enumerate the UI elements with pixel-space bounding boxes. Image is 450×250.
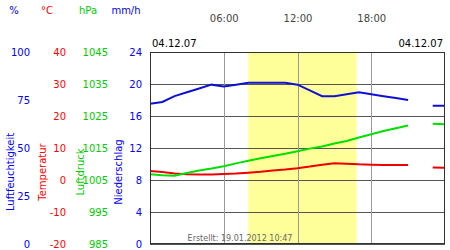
series-line — [150, 83, 445, 106]
grid-line-y — [150, 148, 445, 149]
y-tick: 1035 — [83, 79, 108, 90]
y-axis: -20 -10 0 10 20 30 40 — [50, 47, 67, 250]
y-tick-label: 20 — [129, 79, 142, 90]
grid — [150, 52, 445, 245]
y-tick-label: 995 — [89, 207, 108, 218]
y-axis-domain — [30, 53, 31, 245]
y-tick: 40 — [53, 47, 66, 58]
y-axis: 0 4 8 12 16 20 24 — [129, 47, 142, 250]
y-tick: 20 — [53, 111, 66, 122]
y-tick-label: 50 — [17, 143, 30, 154]
y-tick-label: 20 — [53, 111, 66, 122]
y-tick-label: 8 — [136, 175, 142, 186]
grid-line-y — [150, 180, 445, 181]
y-axis-title: Luftfeuchtigkeit — [5, 133, 16, 211]
grid-line-x — [371, 52, 372, 244]
x-tick-label: 18:00 — [357, 13, 386, 24]
series-line — [150, 124, 445, 176]
y-tick-label: 4 — [136, 207, 142, 218]
y-tick: 0 — [24, 239, 30, 250]
grid-line-x — [298, 52, 299, 244]
date-left: 04.12.07 — [152, 38, 197, 49]
y-tick-label: 0 — [60, 175, 66, 186]
y-tick-label: 1045 — [83, 47, 108, 58]
y-axis-unit: mm/h — [111, 5, 140, 16]
y-tick: 1005 — [83, 175, 108, 186]
y-tick-label: 1025 — [83, 111, 108, 122]
x-tick: 12:00 — [284, 13, 313, 24]
y-tick: 985 — [89, 239, 108, 250]
grid-line-y — [150, 212, 445, 213]
y-axis-unit: hPa — [79, 5, 97, 16]
y-tick: 1025 — [83, 111, 108, 122]
grid-line-y — [150, 244, 445, 245]
x-axis: 06:00 12:00 18:00 — [151, 13, 446, 24]
y-axis-domain — [142, 53, 143, 245]
x-tick: 18:00 — [357, 13, 386, 24]
y-tick: 100 — [11, 47, 30, 58]
y-tick: 4 — [136, 207, 142, 218]
y-tick-label: 30 — [53, 79, 66, 90]
y-tick-label: 1005 — [83, 175, 108, 186]
date-right: 04.12.07 — [398, 38, 443, 49]
y-tick: 1015 — [83, 143, 108, 154]
y-tick: 10 — [53, 143, 66, 154]
y-tick: 75 — [17, 95, 30, 106]
y-tick: 24 — [129, 47, 142, 58]
y-tick-label: 1015 — [83, 143, 108, 154]
y-tick-label: 0 — [24, 239, 30, 250]
y-tick-label: 25 — [17, 191, 30, 202]
y-tick: 1045 — [83, 47, 108, 58]
y-tick: 995 — [89, 207, 108, 218]
grid-line-x — [224, 52, 225, 244]
y-tick: 12 — [129, 143, 142, 154]
y-tick-label: -10 — [50, 207, 66, 218]
y-tick-label: 100 — [11, 47, 30, 58]
y-tick: 20 — [129, 79, 142, 90]
plot-frame — [151, 53, 445, 244]
y-tick: 25 — [17, 191, 30, 202]
y-tick-label: 12 — [129, 143, 142, 154]
y-axis-title: Luftdruck — [75, 148, 86, 195]
series-group — [150, 83, 445, 176]
series-line — [150, 163, 445, 174]
y-tick: 30 — [53, 79, 66, 90]
y-tick-label: -20 — [50, 239, 66, 250]
grid-line-y — [150, 116, 445, 117]
y-tick: -10 — [50, 207, 66, 218]
y-axis-unit: % — [9, 5, 19, 16]
plot-background — [150, 52, 445, 244]
y-tick-label: 985 — [89, 239, 108, 250]
x-tick: 06:00 — [210, 13, 239, 24]
y-tick: 0 — [60, 175, 66, 186]
y-axis-unit: °C — [41, 5, 53, 16]
y-tick: 16 — [129, 111, 142, 122]
y-axis-domain — [108, 53, 109, 245]
x-tick-label: 06:00 — [210, 13, 239, 24]
y-tick: -20 — [50, 239, 66, 250]
y-axis-domain — [66, 53, 67, 245]
y-axis-title: Temperatur — [37, 142, 48, 201]
y-tick: 0 — [136, 239, 142, 250]
x-tick-label: 12:00 — [284, 13, 313, 24]
y-tick-label: 0 — [136, 239, 142, 250]
y-tick-label: 10 — [53, 143, 66, 154]
created-note: Erstellt: 19.01.2012 10:47 — [188, 234, 293, 243]
y-tick: 8 — [136, 175, 142, 186]
chart: 06:0012:0018:000255075100%Luftfeuchtigke… — [0, 0, 450, 250]
y-tick-label: 24 — [129, 47, 142, 58]
y-tick-label: 1035 — [83, 79, 108, 90]
y-axis-title: Niederschlag — [113, 139, 124, 204]
y-tick: 50 — [17, 143, 30, 154]
y-tick-label: 40 — [53, 47, 66, 58]
y-tick-label: 75 — [17, 95, 30, 106]
y-tick-label: 16 — [129, 111, 142, 122]
y-axis: 985 995 1005 1015 1025 1035 1045 — [83, 47, 109, 250]
